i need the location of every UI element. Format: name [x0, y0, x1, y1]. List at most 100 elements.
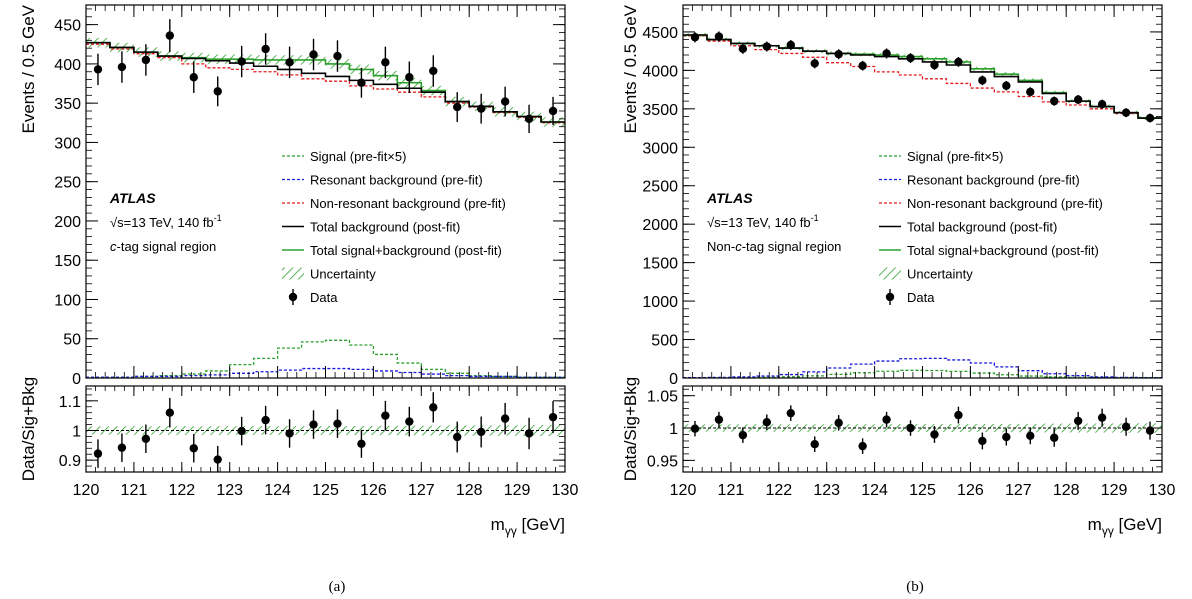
data-point	[954, 57, 963, 67]
legend-swatch	[885, 292, 895, 302]
y-tick-label: 4000	[642, 63, 678, 80]
x-tick-label: 126	[957, 482, 984, 499]
data-point	[237, 57, 246, 66]
ratio-plot-area	[86, 392, 565, 472]
legend: Signal (pre-fit×5) Resonant background (p…	[879, 149, 1103, 305]
y-tick-label: 4500	[642, 25, 678, 42]
data-point	[690, 33, 700, 42]
ratio-point	[405, 417, 414, 426]
ratio-uncertainty-band	[683, 423, 1162, 433]
data-point	[978, 76, 987, 85]
y-tick-label: 3500	[642, 102, 678, 119]
legend-label: Total background (post-fit)	[907, 220, 1057, 235]
legend-swatch	[282, 267, 304, 280]
legend-entry: Signal (pre-fit×5)	[282, 149, 406, 164]
x-tick-label: 129	[1101, 482, 1128, 499]
atlas-label: ATLAS	[109, 190, 156, 206]
panel-caption: (a)	[329, 579, 346, 595]
x-tick-label: 130	[1149, 482, 1176, 499]
x-tick-label: 124	[264, 482, 291, 499]
ratio-point	[858, 441, 867, 451]
resonant-bkg-line	[683, 357, 1162, 378]
ratio-y-tick-label: 0.95	[647, 453, 678, 470]
data-point	[1121, 108, 1131, 117]
chart-panel-b: 0 500 1000 1500 2000 2500 3000 3500 4000 4500 0.95…	[621, 4, 1175, 595]
legend-entry: Data	[288, 289, 338, 305]
data-point	[1026, 87, 1035, 97]
legend-label: Data	[907, 290, 935, 305]
data-point	[548, 106, 558, 116]
y-tick-label: 3000	[642, 140, 678, 157]
x-tick-label: 125	[909, 482, 936, 499]
data-point	[738, 44, 748, 54]
data-point	[381, 58, 390, 67]
ratio-point	[834, 418, 843, 428]
data-point	[117, 62, 127, 72]
legend-label: Total signal+background (post-fit)	[310, 243, 502, 258]
y-tick-label: 350	[54, 96, 81, 113]
legend-entry: Resonant background (pre-fit)	[282, 173, 483, 188]
x-tick-label: 124	[861, 482, 888, 499]
ratio-point	[333, 419, 342, 428]
legend-swatch	[879, 267, 901, 280]
x-tick-label: 120	[73, 482, 100, 499]
legend-label: Resonant background (pre-fit)	[310, 173, 483, 188]
data-point	[810, 59, 819, 68]
legend-label: Total background (post-fit)	[310, 220, 460, 235]
data-point	[930, 60, 939, 70]
ratio-point	[453, 432, 462, 442]
x-tick-label: 130	[552, 482, 579, 499]
region-label: Non-c-tag signal region	[707, 239, 841, 254]
ratio-point	[93, 449, 103, 458]
data-point	[1073, 95, 1083, 104]
y-tick-label: 500	[651, 333, 678, 350]
ratio-point	[548, 412, 558, 422]
ratio-point	[357, 439, 366, 449]
data-point	[714, 32, 724, 41]
x-tick-label: 123	[216, 482, 243, 499]
y-tick-label: 2500	[642, 179, 678, 196]
ratio-point	[141, 434, 151, 443]
data-point	[786, 40, 795, 50]
ratio-point	[261, 415, 270, 425]
ratio-point	[165, 408, 175, 417]
ratio-point	[524, 429, 534, 438]
ratio-point	[690, 424, 700, 433]
legend-label: Resonant background (pre-fit)	[907, 173, 1080, 188]
ratio-y-axis-title: Data/Sig+Bkg	[19, 377, 38, 481]
ratio-point	[381, 411, 390, 420]
legend-label: Signal (pre-fit×5)	[310, 149, 406, 164]
legend-entry: Total background (post-fit)	[282, 220, 460, 235]
ratio-point	[906, 423, 915, 433]
energy-label: √s=13 TeV, 140 fb-1	[110, 213, 222, 230]
ratio-uncertainty-band	[86, 425, 565, 436]
data-point	[834, 50, 843, 59]
data-point	[189, 73, 198, 82]
legend-entry: Uncertainty	[282, 267, 376, 282]
legend-entry: Non-resonant background (pre-fit)	[282, 196, 506, 211]
data-point	[1050, 96, 1059, 106]
x-axis-title: mγγ [GeV]	[1088, 515, 1162, 538]
ratio-point	[309, 420, 318, 429]
legend-entry: Resonant background (pre-fit)	[879, 173, 1080, 188]
y-tick-label: 1500	[642, 256, 678, 273]
data-point	[333, 51, 342, 61]
ratio-point	[882, 415, 891, 424]
y-tick-label: 0	[669, 371, 678, 388]
data-point	[858, 61, 867, 70]
legend-label: Data	[310, 290, 338, 305]
y-tick-label: 250	[54, 175, 81, 192]
x-tick-label: 129	[504, 482, 531, 499]
ratio-point	[429, 403, 438, 412]
ratio-point	[1097, 413, 1107, 422]
data-point	[429, 66, 438, 76]
data-point	[309, 50, 318, 59]
y-tick-label: 0	[72, 371, 81, 388]
y-tick-label: 100	[54, 292, 81, 309]
ratio-point	[738, 430, 748, 440]
x-tick-label: 123	[813, 482, 840, 499]
y-tick-label: 2000	[642, 217, 678, 234]
y-tick-label: 450	[54, 18, 81, 35]
data-point	[882, 49, 891, 58]
x-tick-label: 128	[456, 482, 483, 499]
